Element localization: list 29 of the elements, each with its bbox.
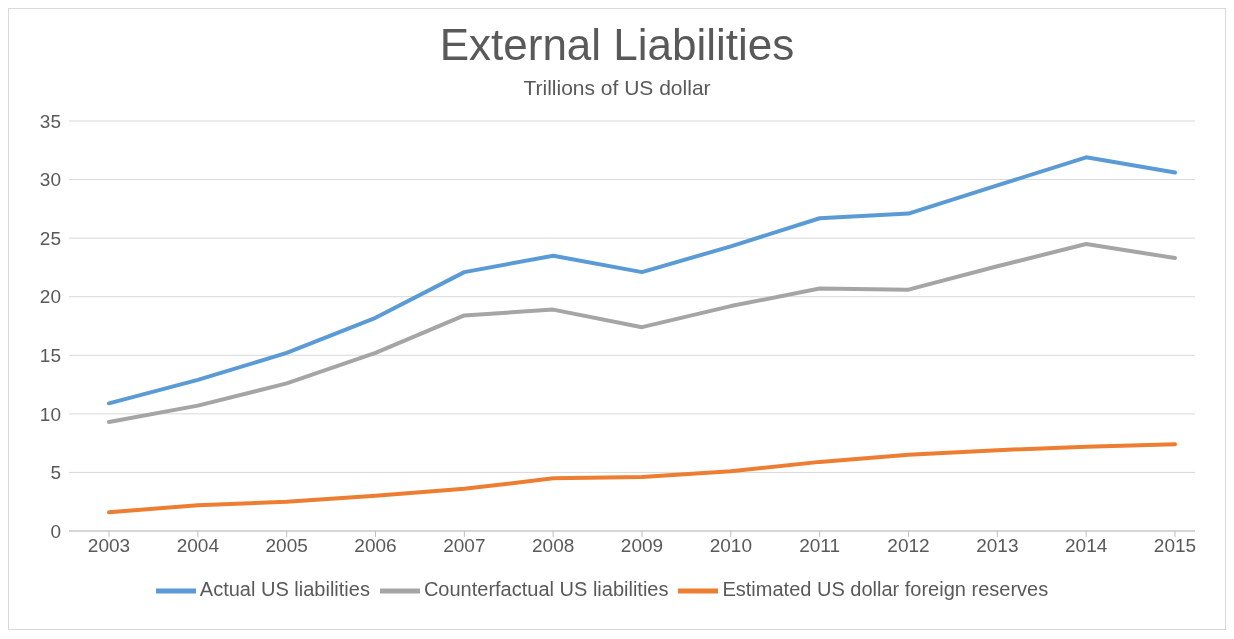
y-tick-label: 20 (39, 286, 61, 308)
y-tick-label: 5 (50, 462, 61, 484)
legend-label: Counterfactual US liabilities (423, 578, 669, 601)
x-tick-label: 2015 (1153, 535, 1197, 557)
y-tick-label: 10 (39, 403, 61, 425)
line-series (107, 155, 1177, 406)
line-series (107, 442, 1177, 515)
chart-subtitle: Trillions of US dollar (522, 75, 712, 101)
chart-title: External Liabilities (438, 19, 796, 71)
y-tick-label: 30 (39, 169, 61, 191)
x-tick-label: 2014 (1065, 535, 1108, 557)
legend-label: Actual US liabilities (199, 578, 370, 601)
x-tick-label: 2012 (887, 535, 930, 557)
y-tick-label: 15 (39, 345, 61, 367)
x-tick-label: 2007 (443, 535, 486, 557)
x-tick-label: 2011 (799, 535, 841, 557)
legend-label: Estimated US dollar foreign reserves (722, 578, 1049, 601)
x-tick-label: 2003 (87, 535, 131, 557)
x-tick-label: 2004 (176, 535, 220, 557)
y-tick-label: 0 (50, 520, 61, 542)
line-series (107, 242, 1177, 425)
x-tick-label: 2005 (265, 535, 308, 557)
x-tick-label: 2009 (620, 535, 664, 557)
y-tick-label: 25 (39, 227, 61, 249)
x-tick-label: 2008 (532, 535, 575, 557)
x-tick-label: 2010 (709, 535, 752, 557)
x-tick-label: 2006 (354, 535, 397, 557)
x-tick-label: 2013 (976, 535, 1019, 557)
y-tick-label: 35 (39, 110, 61, 132)
